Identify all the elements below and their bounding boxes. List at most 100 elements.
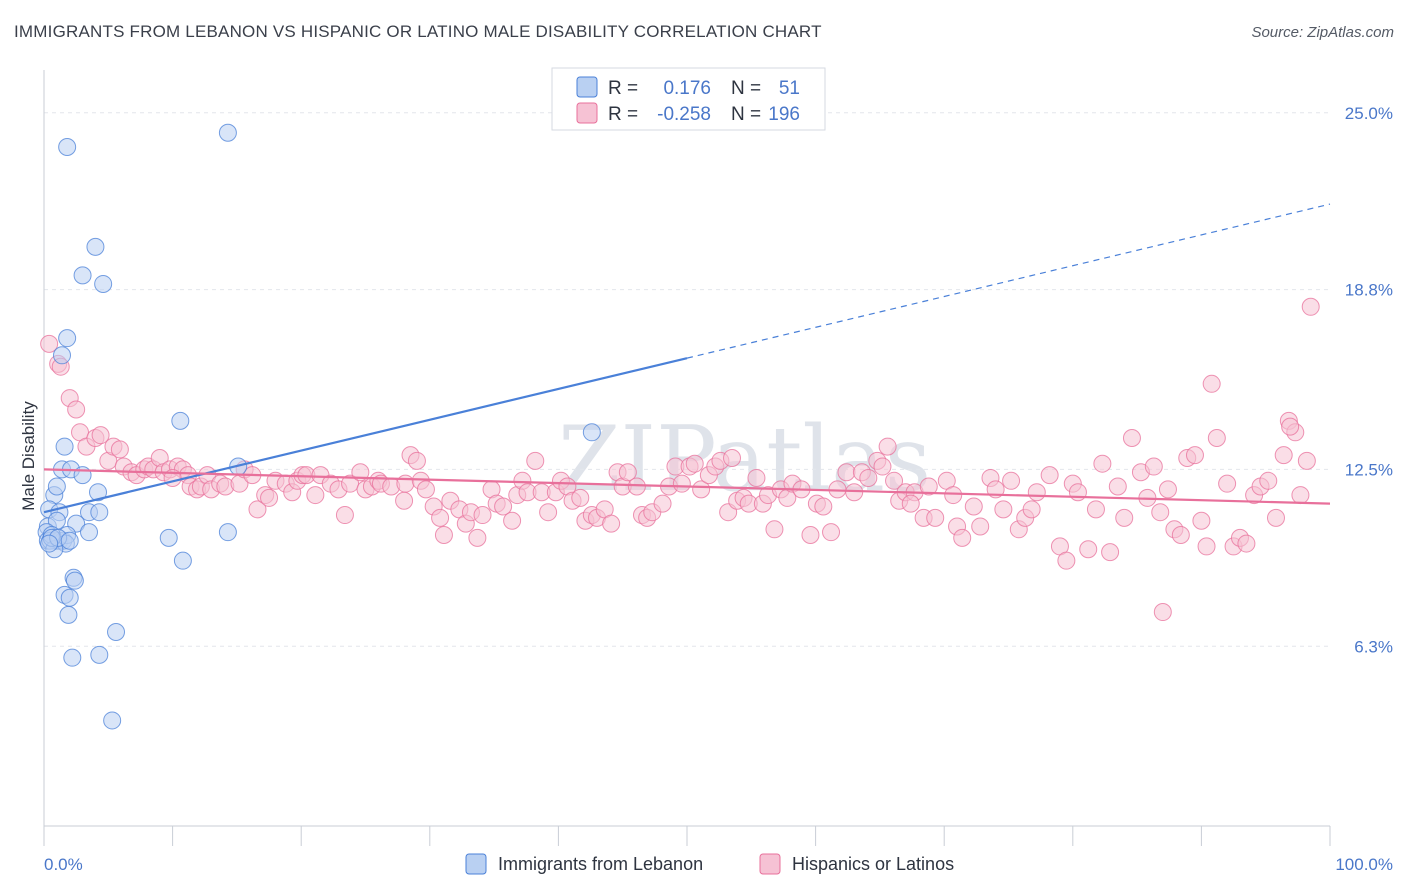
lebanon-point-13 (73, 466, 92, 485)
hispanics-point-36 (260, 488, 279, 507)
hispanics-point-121 (822, 523, 841, 542)
trend-line-lebanon-projection (686, 203, 1331, 359)
hispanics-point-172 (1192, 511, 1211, 530)
bottom-legend-swatch-pink (759, 853, 781, 875)
hispanics-point-123 (837, 463, 856, 482)
legend-swatch-blue (576, 76, 598, 98)
hispanics-point-171 (1185, 446, 1204, 465)
series-legend: Immigrants from Lebanon Hispanics or Lat… (465, 853, 954, 875)
hispanics-point-118 (801, 526, 820, 545)
hispanics-point-193 (395, 491, 414, 510)
hispanics-point-55 (396, 474, 415, 493)
legend-r-label-blue: R = (608, 78, 638, 99)
y-tick-label-0: 6.3% (1354, 637, 1393, 656)
hispanics-point-11 (110, 440, 129, 459)
hispanics-point-138 (944, 486, 963, 505)
hispanics-point-0 (40, 334, 59, 353)
hispanics-point-59 (416, 480, 435, 499)
trend-lines (43, 203, 1331, 514)
lebanon-point-16 (47, 477, 66, 496)
hispanics-point-136 (926, 508, 945, 527)
hispanics-point-140 (953, 528, 972, 547)
x-tick-label-min: 0.0% (44, 855, 83, 874)
hispanics-point-61 (431, 508, 450, 527)
axes (43, 70, 1331, 846)
lebanon-point-42 (59, 605, 78, 624)
y-axis-title: Male Disability (19, 401, 38, 511)
hispanics-point-153 (1057, 551, 1076, 570)
lebanon-point-5 (58, 329, 77, 348)
hispanics-point-83 (571, 488, 590, 507)
hispanics-point-71 (494, 497, 513, 516)
hispanics-point-166 (1151, 503, 1170, 522)
hispanics-point-179 (1237, 534, 1256, 553)
hispanics-point-96 (653, 494, 672, 513)
hispanics-point-92 (627, 477, 646, 496)
lebanon-point-41 (60, 588, 79, 607)
legend-n-label-blue: N = (731, 78, 761, 99)
lebanon-point-9 (582, 423, 601, 442)
lebanon-point-1 (218, 123, 237, 142)
lebanon-point-50 (60, 531, 79, 550)
hispanics-point-76 (526, 451, 545, 470)
lebanon-point-37 (173, 551, 192, 570)
lebanon-point-2 (86, 237, 105, 256)
lebanon-point-17 (89, 483, 108, 502)
legend-r-value-pink: -0.258 (657, 104, 711, 125)
hispanics-point-167 (1158, 480, 1177, 499)
hispanics-point-160 (1108, 477, 1127, 496)
hispanics-point-102 (692, 480, 711, 499)
hispanics-point-161 (1115, 508, 1134, 527)
chart-title: IMMIGRANTS FROM LEBANON VS HISPANIC OR L… (14, 22, 822, 41)
hispanics-point-4 (67, 400, 86, 419)
hispanics-point-62 (434, 526, 453, 545)
hispanics-point-149 (1022, 500, 1041, 519)
hispanics-point-113 (765, 520, 784, 539)
series-lebanon-points (37, 123, 601, 730)
y-tick-label-2: 18.8% (1345, 281, 1393, 300)
legend-r-value-blue: 0.176 (663, 78, 711, 99)
hispanics-point-165 (1144, 457, 1163, 476)
hispanics-point-78 (539, 503, 558, 522)
y-tick-label-1: 12.5% (1345, 460, 1393, 479)
bottom-legend-label-pink: Hispanics or Latinos (792, 854, 954, 874)
hispanics-point-57 (407, 451, 426, 470)
trend-line-hispanics (43, 468, 1331, 505)
legend-n-value-blue: 51 (779, 78, 800, 99)
hispanics-point-187 (1291, 486, 1310, 505)
lebanon-point-32 (80, 523, 99, 542)
lebanon-point-4 (94, 274, 113, 293)
legend-r-label-pink: R = (608, 104, 638, 125)
correlation-legend: R = 0.176 N = 51 R = -0.258 N = 196 (551, 67, 826, 131)
bottom-legend-label-blue: Immigrants from Lebanon (498, 854, 703, 874)
hispanics-point-101 (685, 454, 704, 473)
hispanics-point-156 (1079, 540, 1098, 559)
lebanon-point-43 (107, 623, 126, 642)
hispanics-point-110 (747, 468, 766, 487)
lebanon-point-8 (55, 437, 74, 456)
chart-source: Source: ZipAtlas.com (1251, 24, 1394, 41)
hispanics-point-184 (1274, 446, 1293, 465)
hispanics-point-68 (473, 506, 492, 525)
hispanics-point-129 (878, 437, 897, 456)
hispanics-point-145 (994, 500, 1013, 519)
hispanics-point-128 (873, 457, 892, 476)
lebanon-point-35 (159, 528, 178, 547)
hispanics-point-141 (964, 497, 983, 516)
y-tick-label-3: 25.0% (1345, 104, 1393, 123)
hispanics-point-173 (1197, 537, 1216, 556)
hispanics-point-88 (602, 514, 621, 533)
hispanics-point-169 (1171, 526, 1190, 545)
hispanics-point-34 (248, 500, 267, 519)
hispanics-point-67 (468, 528, 487, 547)
hispanics-point-150 (1027, 483, 1046, 502)
x-tick-label-max: 100.0% (1335, 855, 1393, 874)
hispanics-point-151 (1040, 466, 1059, 485)
hispanics-point-159 (1101, 543, 1120, 562)
series-hispanics-points (40, 297, 1320, 622)
hispanics-point-72 (503, 511, 522, 530)
lebanon-point-46 (103, 711, 122, 730)
hispanics-point-126 (859, 468, 878, 487)
grid (44, 112, 1330, 647)
